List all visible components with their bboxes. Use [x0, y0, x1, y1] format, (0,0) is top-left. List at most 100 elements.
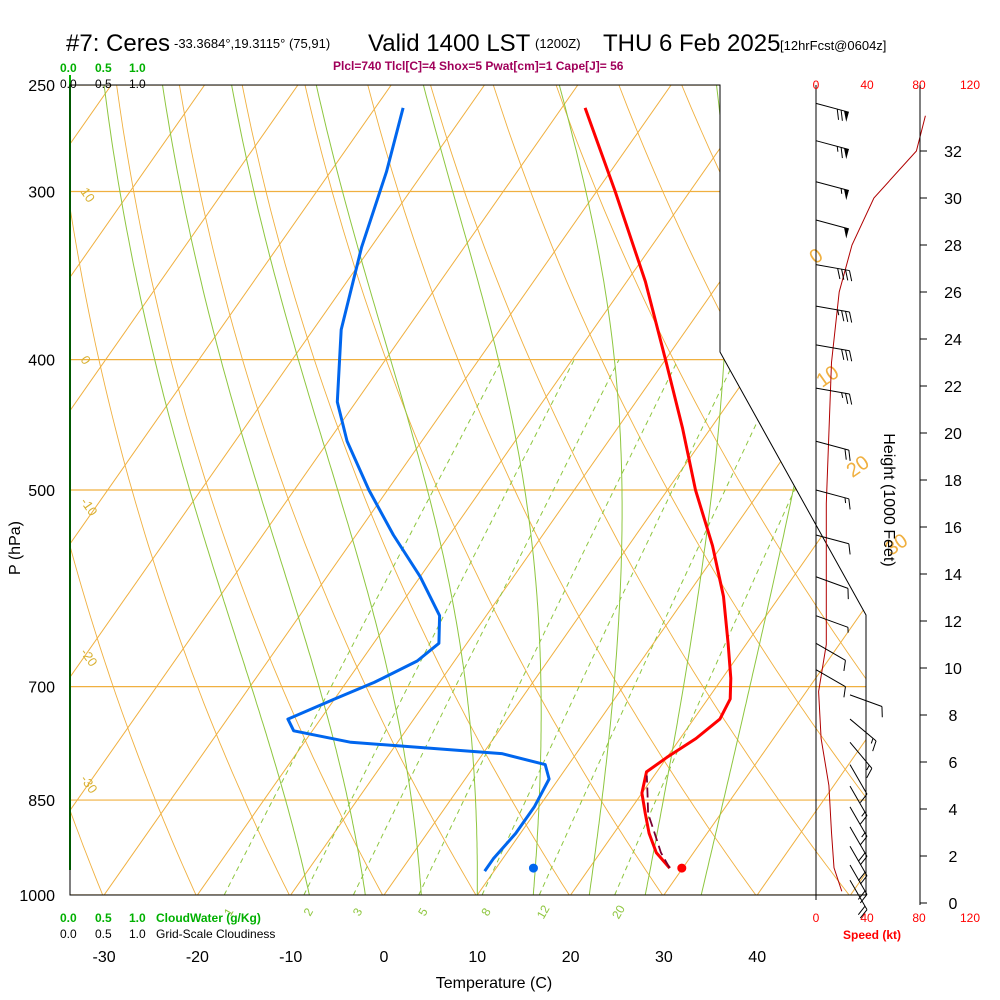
wind-barb-half-feather [836, 146, 839, 152]
wind-barb-staff [815, 344, 850, 352]
cloud-top-green-1: 0.5 [95, 61, 112, 75]
wind-barb-half-feather [844, 497, 847, 504]
wind-barb-staff [815, 669, 846, 688]
moist-adiabat [162, 85, 366, 895]
surface-temperature-dot [677, 863, 687, 873]
height-tick-16: 16 [944, 520, 962, 537]
wind-barb [815, 576, 849, 600]
wind-barb [815, 305, 853, 323]
speed-bottom-tick-80: 80 [912, 911, 926, 925]
wind-barb [815, 219, 849, 239]
wind-barb [849, 785, 868, 825]
wind-barb [815, 489, 851, 510]
cloud-bottom-black-2: 1.0 [129, 927, 146, 941]
wind-barb-feather [841, 310, 845, 322]
dry-adiabat [70, 85, 104, 895]
wind-barb [815, 669, 846, 698]
wind-barb [815, 440, 851, 461]
wind-barb-feather [848, 543, 851, 555]
isotherm--80 [70, 85, 206, 895]
wind-barb-staff [849, 785, 868, 816]
wind-barb-feather [859, 894, 868, 904]
pressure-axis: 250 300 400 500 700 850 1000 [19, 78, 55, 905]
wind-barb-pennant [844, 148, 849, 160]
isotherm-label-left: 10 [78, 185, 99, 205]
mixing-ratio-3 [352, 359, 620, 895]
wind-barb-half-feather [861, 811, 866, 817]
dry-adiabat [430, 85, 850, 895]
wind-barb [849, 806, 868, 846]
cloud-bottom-black-0: 0.0 [60, 927, 77, 941]
station-location: -33.3684°,19.3115° (75,91) [174, 36, 330, 51]
wind-barb-staff [849, 718, 877, 742]
wind-barb-staff [815, 102, 849, 113]
height-tick-8: 8 [949, 708, 958, 725]
parcel-line [645, 775, 671, 869]
temperature-axis: -30 -20 -10 0 10 20 30 40 [93, 949, 767, 966]
wind-barb-staff [815, 305, 850, 313]
wind-barb-feather [848, 498, 851, 510]
height-tick-20: 20 [944, 426, 962, 443]
wind-barb-feather [859, 909, 868, 919]
dry-adiabat [304, 85, 663, 895]
wind-barb-staff [815, 642, 846, 661]
mixing-ratio-2 [303, 359, 575, 895]
wind-barb-staff [815, 219, 849, 230]
wind-barb-staff [849, 741, 873, 769]
params-line: Plcl=740 Tlcl[C]=4 Shox=5 Pwat[cm]=1 Cap… [333, 59, 624, 73]
wind-barb-half-feather [866, 765, 870, 771]
height-tick-4: 4 [949, 802, 958, 819]
mixing-ratio-20 [614, 359, 855, 895]
isotherm--30 [103, 85, 672, 895]
valid-date: THU 6 Feb 2025 [603, 30, 780, 57]
wind-barb [815, 534, 851, 555]
height-tick-26: 26 [944, 285, 962, 302]
wind-barb-feather [857, 871, 866, 882]
isotherm--20 [196, 85, 765, 895]
pressure-tick-850: 850 [28, 793, 55, 810]
dry-adiabat [70, 85, 290, 895]
temperature-tick-40: 40 [748, 949, 766, 966]
sounding-lines [286, 107, 733, 873]
pressure-axis-label: P (hPa) [7, 521, 24, 575]
wind-barb-half-feather [840, 188, 843, 194]
pressure-tick-400: 400 [28, 353, 55, 370]
dry-adiabat [933, 85, 1000, 895]
height-tick-14: 14 [944, 567, 962, 584]
mixing-ratio-8 [481, 359, 736, 895]
cloud-bottom-black-1: 0.5 [95, 927, 112, 941]
temperature-tick--30: -30 [93, 949, 116, 966]
pressure-tick-500: 500 [28, 483, 55, 500]
dewpoint-line [286, 107, 551, 872]
wind-barb-feather [841, 349, 845, 360]
wind-barb-feather [848, 270, 853, 282]
dry-adiabat [367, 85, 757, 895]
wind-barb [849, 694, 883, 718]
cloudwater-label: CloudWater (g/Kg) [156, 911, 261, 925]
wind-barb-staff [815, 489, 849, 500]
wind-barb-half-feather [861, 832, 866, 838]
zulu-time: (1200Z) [535, 36, 581, 51]
wind-barb [815, 264, 853, 282]
chart-frame [69, 84, 867, 896]
cloud-top-black-0: 0.0 [60, 77, 77, 91]
height-tick-2: 2 [949, 849, 958, 866]
height-tick-24: 24 [944, 332, 962, 349]
cloud-top-black-1: 0.5 [95, 77, 112, 91]
wind-barb-feather [845, 349, 849, 361]
cloud-bottom-green-0: 0.0 [60, 911, 77, 925]
wind-barb-staff [815, 387, 850, 395]
dry-adiabat [178, 85, 477, 895]
wind-barb-feather [848, 311, 853, 323]
isotherm-50 [850, 85, 866, 895]
forecast-info: [12hrFcst@0604z] [780, 38, 886, 53]
wind-barb [815, 642, 846, 672]
wind-barb [849, 864, 868, 904]
mixing-ratio-label-5: 5 [415, 905, 431, 918]
cloud-scale-top: 0.0 0.5 1.0 0.0 0.5 1.0 [60, 61, 146, 91]
wind-speed-profile [818, 115, 926, 892]
wind-barb [815, 102, 849, 122]
moist-adiabat [103, 85, 310, 895]
isotherm-label-left: -20 [78, 645, 101, 669]
moist-adiabat [558, 85, 623, 895]
